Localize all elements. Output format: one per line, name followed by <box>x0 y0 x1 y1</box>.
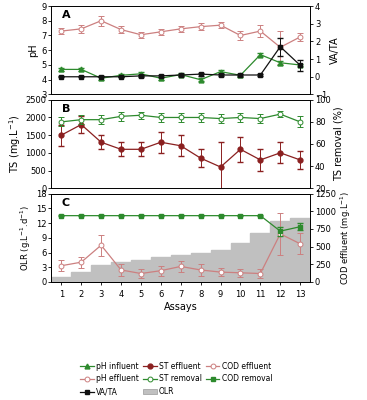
Polygon shape <box>51 218 310 282</box>
Y-axis label: TS removal (%): TS removal (%) <box>334 107 344 181</box>
Y-axis label: COD effluent (mg.L$^{-1}$): COD effluent (mg.L$^{-1}$) <box>339 191 353 285</box>
Y-axis label: TS (mg.L$^{-1}$): TS (mg.L$^{-1}$) <box>7 115 23 173</box>
Text: A: A <box>62 10 70 20</box>
Y-axis label: VA/TA: VA/TA <box>330 36 340 64</box>
Y-axis label: OLR (g.L$^{-1}$.d$^{-1}$): OLR (g.L$^{-1}$.d$^{-1}$) <box>19 205 33 271</box>
Legend: pH influent, pH effluent, VA/TA, ST effluent, ST removal, OLR, COD effluent, COD: pH influent, pH effluent, VA/TA, ST effl… <box>80 362 272 396</box>
Y-axis label: pH: pH <box>28 44 39 57</box>
Text: C: C <box>62 198 70 208</box>
X-axis label: Assays: Assays <box>164 302 197 312</box>
Text: B: B <box>62 104 70 114</box>
